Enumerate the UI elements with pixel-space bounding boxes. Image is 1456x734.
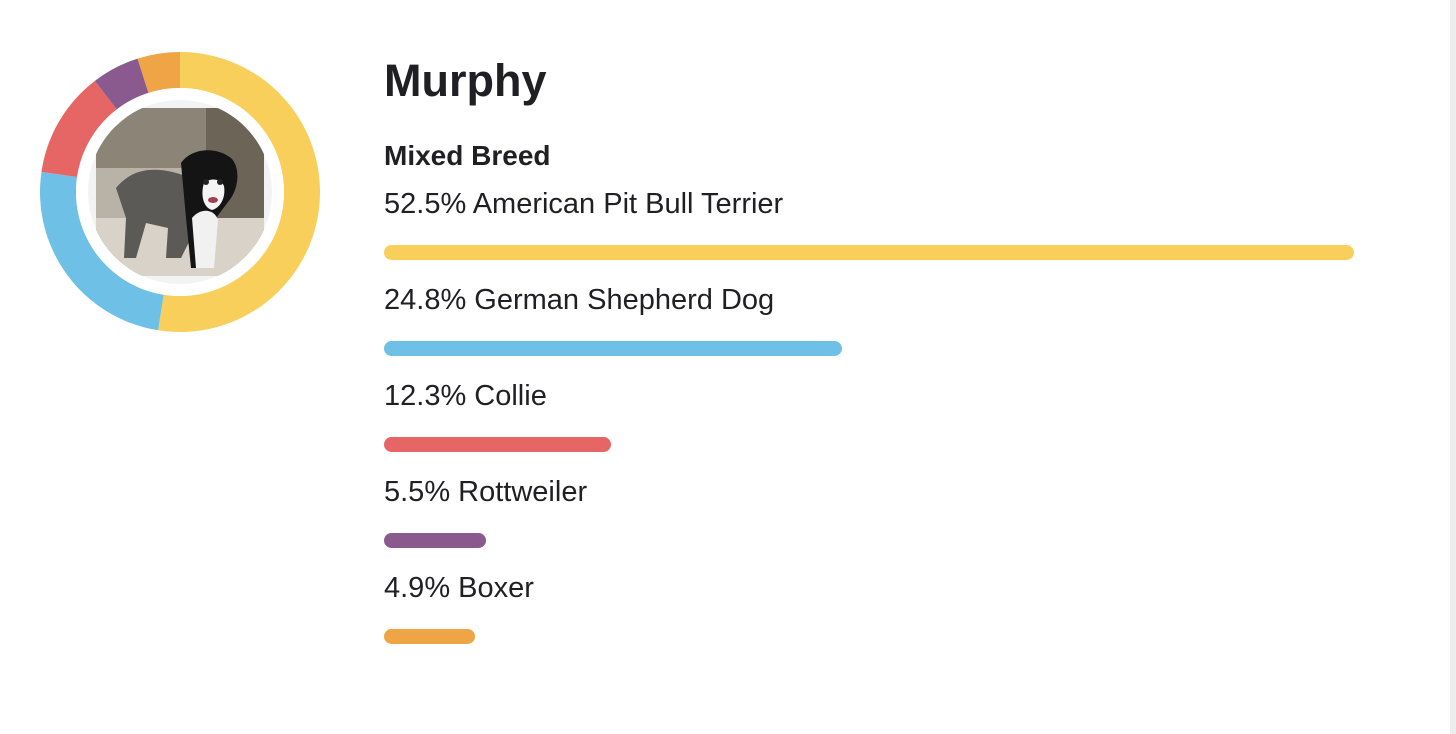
breed-percent: 52.5%: [384, 188, 467, 220]
donut-segment-2: [41, 80, 117, 178]
scrollbar-track[interactable]: [1450, 0, 1456, 734]
breed-label: 5.5% Rottweiler: [384, 472, 587, 512]
breed-info-panel: Murphy Mixed Breed 52.5% American Pit Bu…: [384, 52, 1364, 664]
breed-percent: 12.3%: [384, 380, 467, 412]
breed-name: Rottweiler: [458, 476, 588, 508]
breed-row-rottweiler: 5.5% Rottweiler: [384, 472, 1364, 568]
breed-type-label: Mixed Breed: [384, 140, 551, 171]
donut-segment-0: [158, 52, 320, 332]
breed-row-american-pit-bull-terrier: 52.5% American Pit Bull Terrier: [384, 184, 1364, 280]
breed-percent: 4.9%: [384, 572, 451, 604]
breed-donut-chart: [40, 52, 320, 332]
breed-bar: [384, 245, 1354, 260]
breed-bar: [384, 533, 486, 548]
breed-name: American Pit Bull Terrier: [472, 188, 784, 220]
breed-bar: [384, 341, 842, 356]
dog-avatar: [88, 100, 272, 284]
breed-row-collie: 12.3% Collie: [384, 376, 1364, 472]
dog-name: Murphy: [384, 55, 547, 106]
donut-segment-1: [40, 171, 164, 331]
breed-label: 12.3% Collie: [384, 376, 547, 416]
breed-list: 52.5% American Pit Bull Terrier 24.8% Ge…: [384, 184, 1364, 664]
breed-percent: 5.5%: [384, 476, 451, 508]
breed-row-boxer: 4.9% Boxer: [384, 568, 1364, 664]
breed-name: Boxer: [458, 572, 534, 604]
breed-name: German Shepherd Dog: [474, 284, 775, 316]
breed-label: 24.8% German Shepherd Dog: [384, 280, 774, 320]
donut-segment-3: [94, 58, 149, 110]
breed-label: 4.9% Boxer: [384, 568, 534, 608]
donut-segment-4: [137, 52, 180, 93]
breed-percent: 24.8%: [384, 284, 467, 316]
dog-photo-icon: [96, 108, 264, 276]
breed-bar: [384, 629, 475, 644]
breed-name: Collie: [474, 380, 547, 412]
breed-label: 52.5% American Pit Bull Terrier: [384, 184, 783, 224]
breed-bar: [384, 437, 611, 452]
breed-row-german-shepherd-dog: 24.8% German Shepherd Dog: [384, 280, 1364, 376]
